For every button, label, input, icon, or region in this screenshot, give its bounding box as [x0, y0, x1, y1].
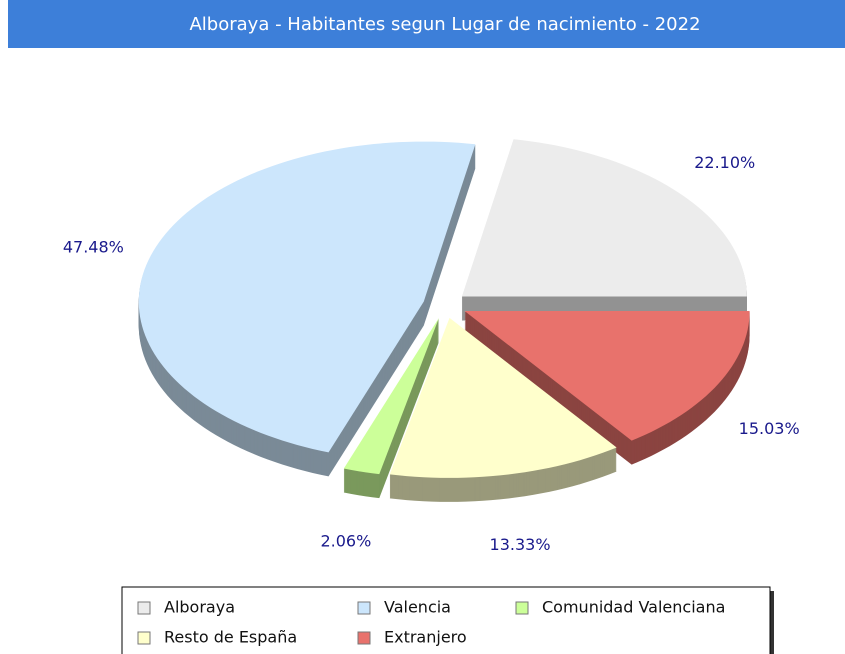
legend-label: Comunidad Valenciana	[542, 598, 725, 617]
pie-slice	[461, 139, 747, 321]
slice-top	[343, 317, 440, 475]
data-label: 2.06%	[320, 531, 371, 550]
legend-label: Alboraya	[164, 598, 235, 617]
pie: 22.10% 47.48% 2.06% 13.33% 15.03%	[63, 139, 800, 554]
legend-swatch	[357, 601, 371, 615]
legend-swatch	[357, 631, 371, 645]
legend-label: Extranjero	[384, 628, 467, 647]
pie-slice	[389, 317, 617, 502]
slice-top	[389, 317, 617, 478]
title-bar	[8, 0, 845, 48]
legend-swatch	[515, 601, 529, 615]
pie-slice	[343, 317, 440, 499]
slice-top	[464, 311, 750, 441]
slice-top	[138, 141, 476, 453]
pie-slice	[138, 141, 476, 477]
legend-label: Valencia	[384, 598, 451, 617]
legend-label: Resto de España	[164, 628, 297, 647]
data-label: 15.03%	[739, 419, 800, 438]
data-label: 22.10%	[694, 153, 755, 172]
pie-slice	[464, 311, 750, 465]
data-label: 13.33%	[490, 535, 551, 554]
chart-title: Alboraya - Habitantes segun Lugar de nac…	[189, 14, 700, 35]
slice-top	[461, 139, 747, 297]
legend-items: Alboraya Valencia Comunidad Valenciana Rest…	[137, 598, 725, 647]
data-label: 47.48%	[63, 237, 124, 256]
legend-swatch	[137, 631, 151, 645]
legend-swatch	[137, 601, 151, 615]
legend	[121, 586, 771, 654]
